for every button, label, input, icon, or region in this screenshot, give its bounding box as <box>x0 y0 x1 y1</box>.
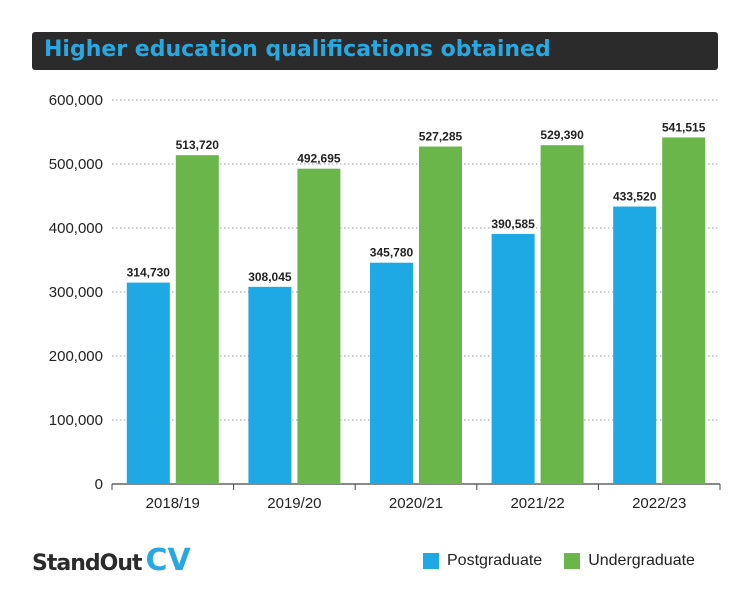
x-tick-label: 2022/23 <box>632 495 686 512</box>
data-label-postgraduate: 345,780 <box>370 246 414 260</box>
standout-cv-logo: StandOut CV <box>32 543 191 578</box>
y-tick-label: 0 <box>95 476 103 493</box>
legend-item-undergraduate: Undergraduate <box>564 552 695 570</box>
data-label-undergraduate: 527,285 <box>419 130 463 144</box>
bar-undergraduate <box>297 168 341 484</box>
bar-undergraduate <box>175 155 219 485</box>
bar-chart: 0 100,000 200,000 300,000 400,000 500,000 600,… <box>49 92 721 512</box>
x-tick-label: 2019/20 <box>267 495 321 512</box>
y-tick-label: 600,000 <box>49 92 103 109</box>
legend-swatch-postgraduate <box>423 553 439 569</box>
data-label-undergraduate: 541,515 <box>662 120 706 134</box>
logo-text-cv: CV <box>145 543 191 578</box>
y-tick-label: 300,000 <box>49 284 103 301</box>
legend: Postgraduate Undergraduate <box>423 552 695 570</box>
y-tick-label: 200,000 <box>49 348 103 365</box>
bar-postgraduate <box>126 282 170 484</box>
x-tick-label: 2020/21 <box>389 495 443 512</box>
data-label-undergraduate: 513,720 <box>176 138 220 152</box>
data-label-undergraduate: 529,390 <box>540 128 584 142</box>
logo-text-standout: StandOut <box>32 551 142 576</box>
y-tick-label: 500,000 <box>49 156 103 173</box>
data-label-undergraduate: 492,695 <box>297 152 341 166</box>
y-tick-label: 400,000 <box>49 220 103 237</box>
bar-undergraduate <box>662 137 706 484</box>
bar-postgraduate <box>613 206 657 485</box>
legend-label-postgraduate: Postgraduate <box>447 552 543 569</box>
legend-item-postgraduate: Postgraduate <box>423 552 542 570</box>
x-tick-label: 2021/22 <box>510 495 564 512</box>
chart-title: Higher education qualifications obtained <box>44 37 551 62</box>
legend-swatch-undergraduate <box>564 553 581 569</box>
legend-label-undergraduate: Undergraduate <box>588 552 695 569</box>
bar-undergraduate <box>419 146 462 484</box>
bar-postgraduate <box>248 286 292 484</box>
bar-postgraduate <box>370 262 413 484</box>
title-bar: Higher education qualifications obtained <box>32 32 718 70</box>
data-label-postgraduate: 433,520 <box>613 190 657 204</box>
bar-undergraduate <box>540 145 584 484</box>
data-label-postgraduate: 308,045 <box>248 270 292 284</box>
data-label-postgraduate: 314,730 <box>127 266 171 280</box>
x-tick-label: 2018/19 <box>146 495 200 512</box>
bar-postgraduate <box>491 234 535 484</box>
y-tick-label: 100,000 <box>49 412 103 429</box>
data-label-postgraduate: 390,585 <box>491 217 535 231</box>
